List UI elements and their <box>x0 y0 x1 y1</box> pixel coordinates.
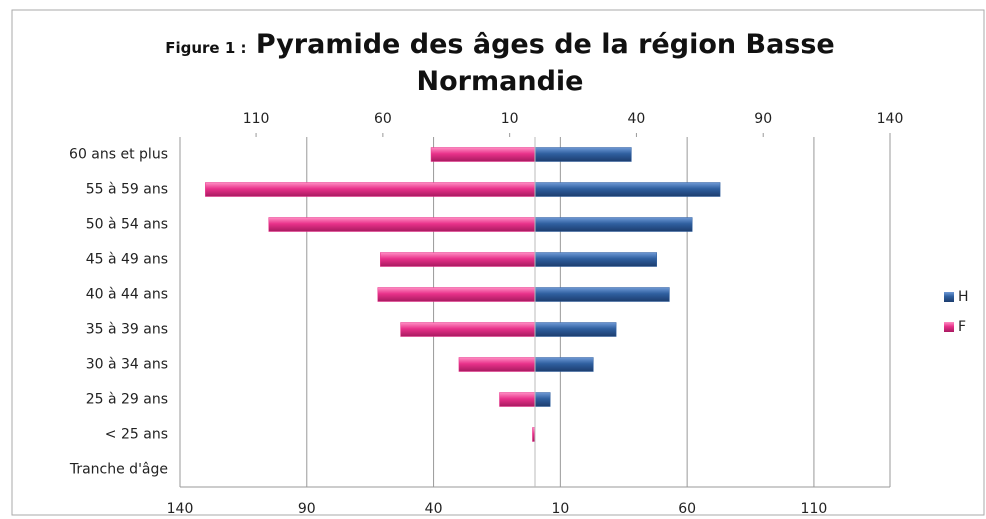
bar <box>534 392 551 407</box>
frame <box>11 9 985 516</box>
x-tick-label: 110 <box>801 501 828 517</box>
x2-tick-label: 60 <box>374 111 392 127</box>
y-tick-label: 30 à 34 ans <box>86 357 168 373</box>
bar <box>534 357 594 372</box>
y-tick-label: 45 à 49 ans <box>86 252 168 268</box>
bar <box>534 252 657 267</box>
y-tick-label: Tranche d'âge <box>69 462 168 478</box>
bar <box>380 252 536 267</box>
y-tick-label: 55 à 59 ans <box>86 182 168 198</box>
legend-label: F <box>958 319 966 335</box>
x2-tick-label: 10 <box>501 111 519 127</box>
bar <box>430 147 536 162</box>
y-tick-label: 25 à 29 ans <box>86 392 168 408</box>
y-tick-label: 40 à 44 ans <box>86 287 168 303</box>
x-tick-label: 90 <box>298 501 316 517</box>
bar <box>534 147 632 162</box>
x-tick-label: 140 <box>167 501 194 517</box>
x2-tick-label: 40 <box>628 111 646 127</box>
legend-label: H <box>958 289 969 305</box>
bar <box>534 287 670 302</box>
bar <box>534 322 617 337</box>
bar <box>499 392 536 407</box>
y-tick-label: 35 à 39 ans <box>86 322 168 338</box>
legend-swatch <box>944 292 954 302</box>
title-text: Pyramide des âges de la région Basse Nor… <box>255 29 835 97</box>
bar <box>400 322 536 337</box>
x2-tick-label: 110 <box>243 111 270 127</box>
x2-tick-label: 140 <box>877 111 904 127</box>
x-tick-label: 60 <box>678 501 696 517</box>
title-prefix: Figure 1 : <box>165 39 247 57</box>
y-tick-label: 50 à 54 ans <box>86 217 168 233</box>
y-tick-label: 60 ans et plus <box>69 147 168 163</box>
bar <box>268 217 536 232</box>
bar <box>534 182 721 197</box>
bar <box>205 182 536 197</box>
legend-swatch <box>944 322 954 332</box>
bar <box>534 217 693 232</box>
chart-title: Figure 1 : Pyramide des âges de la régio… <box>100 28 900 99</box>
x-tick-label: 10 <box>551 501 569 517</box>
bar <box>377 287 536 302</box>
x2-tick-label: 90 <box>754 111 772 127</box>
x-tick-label: 40 <box>425 501 443 517</box>
y-tick-label: < 25 ans <box>105 427 168 443</box>
bar <box>458 357 536 372</box>
